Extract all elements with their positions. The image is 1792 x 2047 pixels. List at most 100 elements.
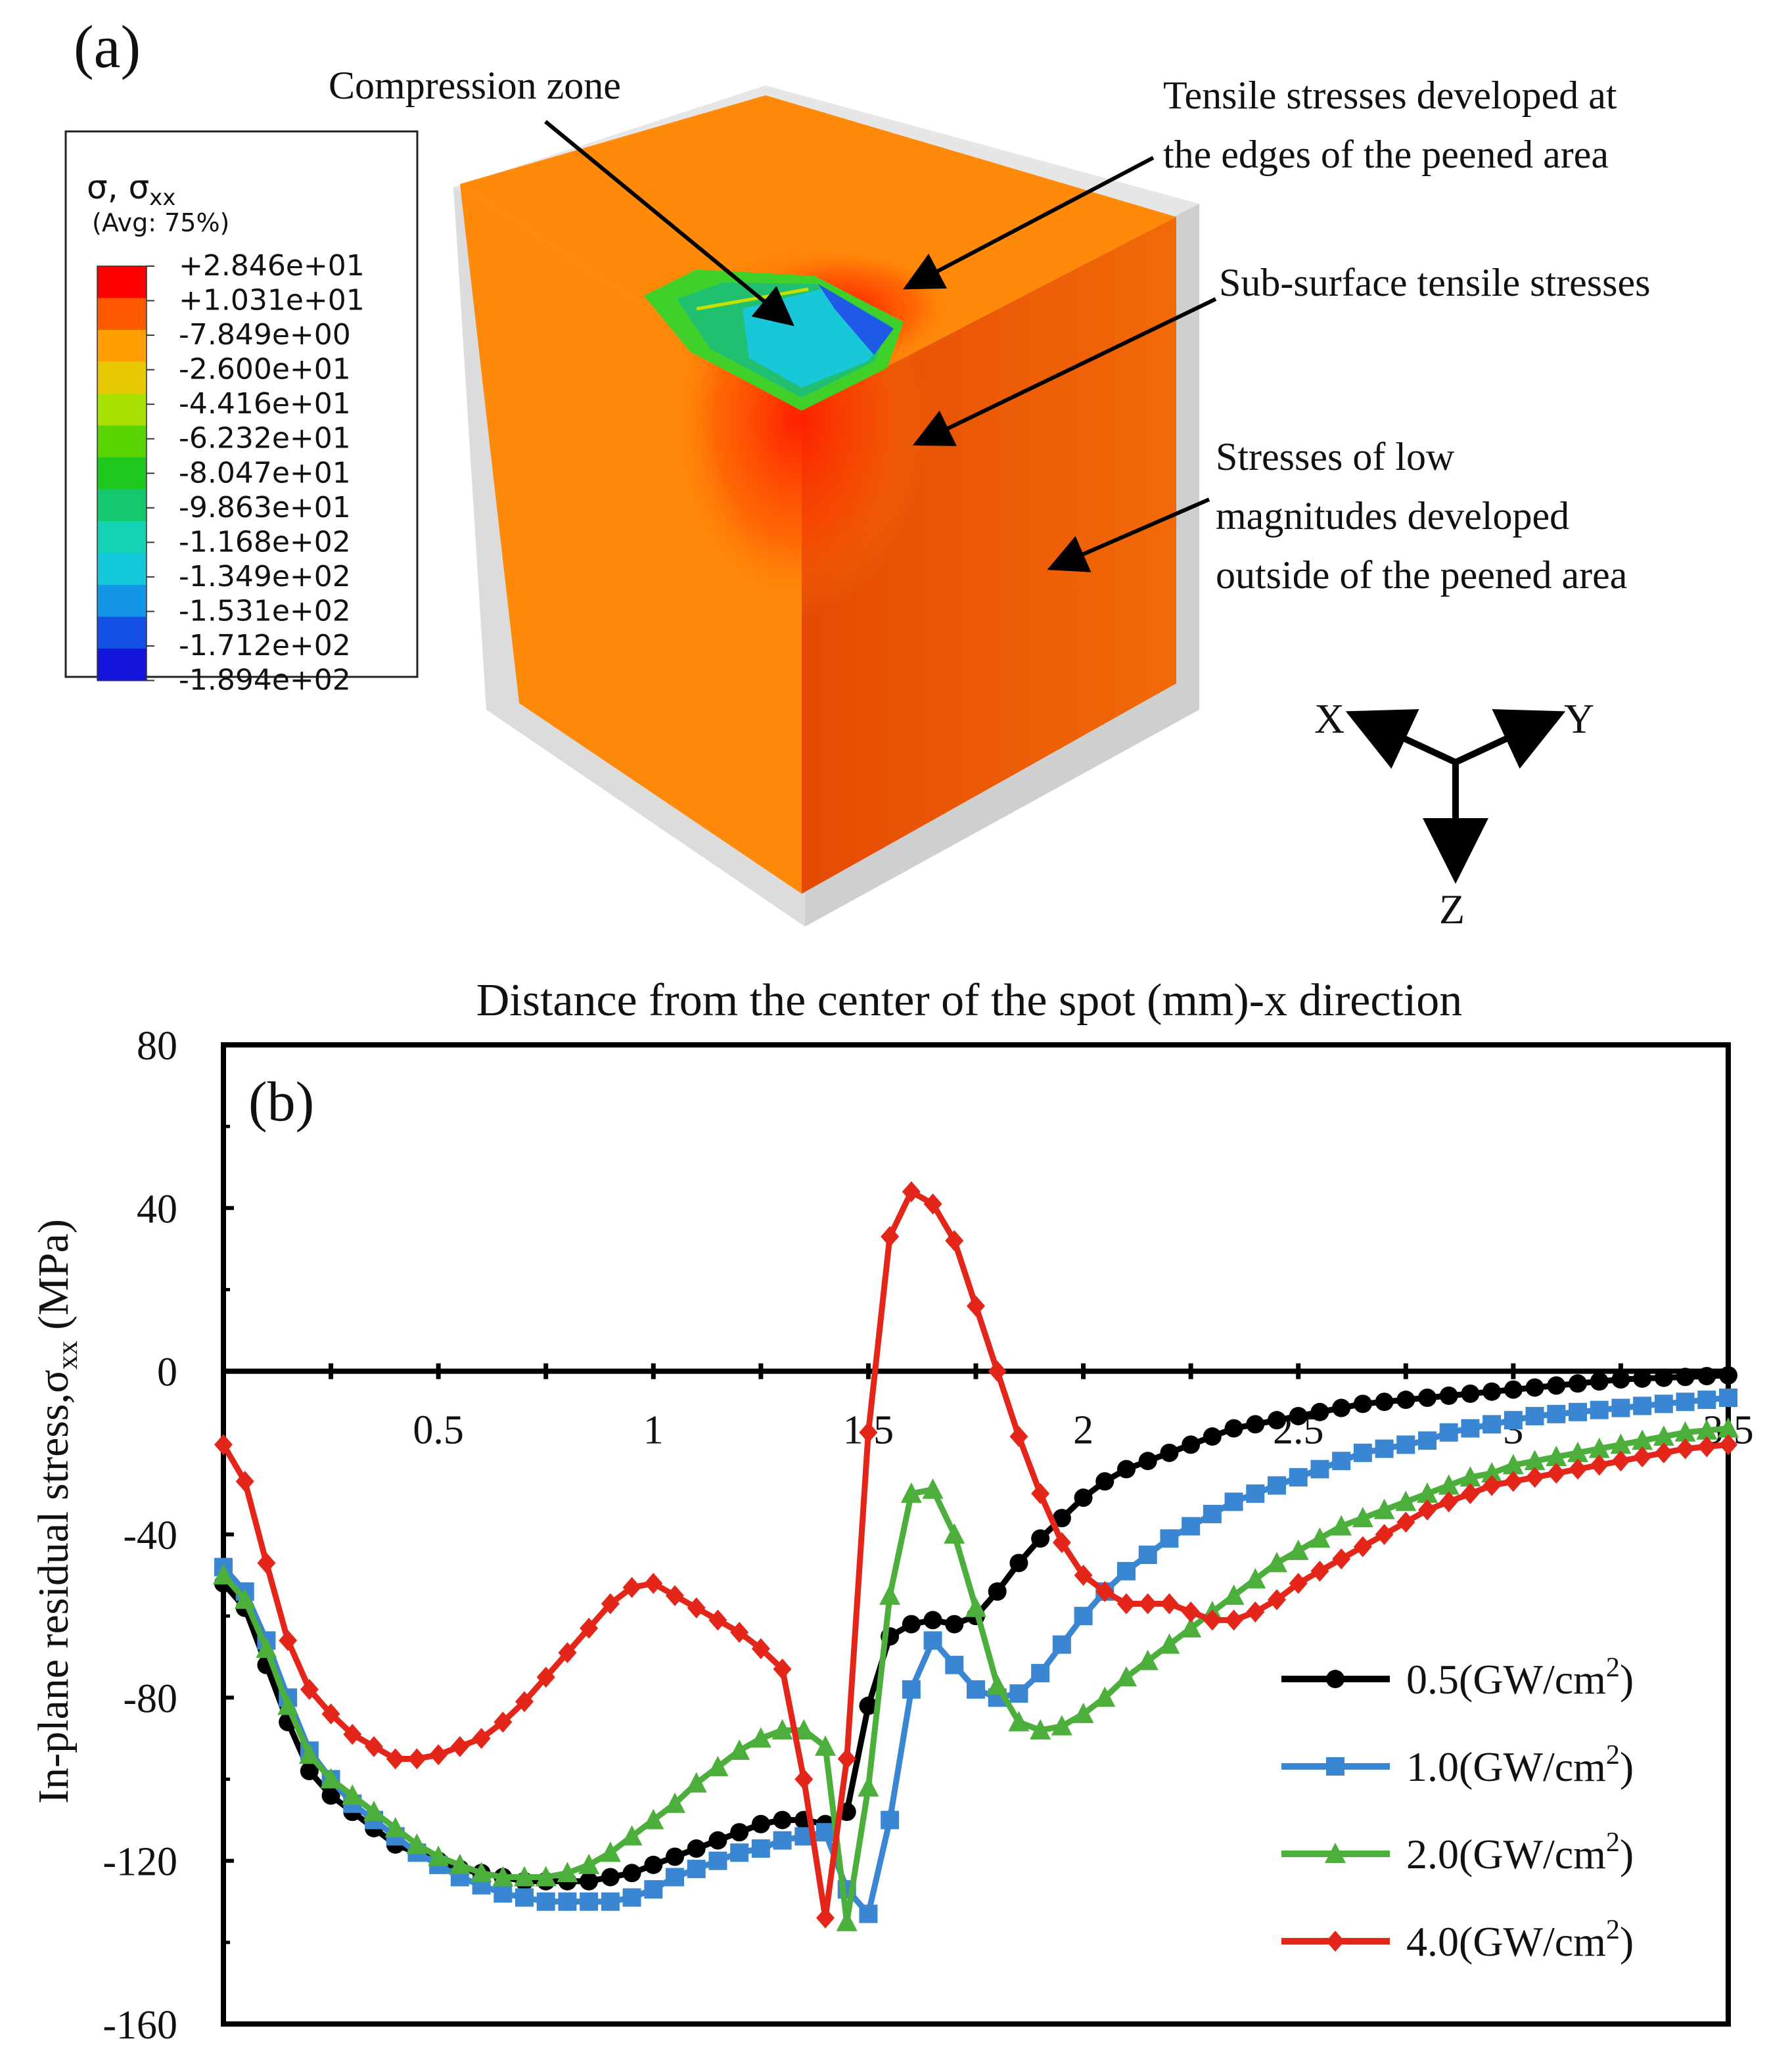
data-point [687, 1860, 706, 1879]
annotation-low-2: magnitudes developed [1216, 494, 1569, 538]
data-point [730, 1622, 749, 1643]
data-point [1590, 1454, 1609, 1476]
legend-swatch [97, 457, 147, 490]
data-point [1588, 1437, 1610, 1458]
data-point [751, 1814, 770, 1833]
data-point [881, 1226, 900, 1247]
legend-label: 0.5(GW/cm2) [1406, 1653, 1634, 1703]
legend-item: 2.0(GW/cm2) [1281, 1828, 1634, 1877]
data-point [750, 1727, 771, 1748]
data-point [773, 1658, 792, 1680]
data-point [300, 1678, 319, 1700]
data-point [644, 1573, 663, 1594]
data-point [708, 1831, 727, 1850]
data-point [685, 1772, 707, 1793]
triad-z-label: Z [1439, 886, 1465, 932]
data-point [1482, 1475, 1502, 1496]
data-point [923, 1611, 942, 1630]
data-point [1353, 1536, 1372, 1557]
data-point [945, 1615, 964, 1634]
data-point [1223, 1584, 1245, 1605]
data-point [923, 1193, 942, 1215]
data-point [1117, 1460, 1136, 1479]
data-point [1439, 1491, 1458, 1513]
data-point [515, 1888, 534, 1907]
data-point [1052, 1532, 1071, 1553]
data-point [730, 1823, 749, 1842]
data-point [1160, 1443, 1179, 1462]
data-point [601, 1892, 620, 1911]
data-point [664, 1792, 685, 1813]
data-point [815, 1735, 836, 1756]
data-point [450, 1736, 469, 1757]
data-point [1611, 1398, 1630, 1417]
data-point [965, 1596, 986, 1617]
data-point [279, 1630, 298, 1651]
y-tick-label: -80 [123, 1676, 177, 1721]
data-point [858, 1776, 879, 1797]
x-tick-label: 0.5 [413, 1408, 464, 1453]
data-point [1117, 1561, 1136, 1580]
data-point [1245, 1568, 1266, 1589]
data-point [1502, 1454, 1524, 1475]
data-point [256, 1637, 277, 1658]
data-point [1031, 1483, 1050, 1504]
data-point [1289, 1468, 1308, 1487]
legend-subtitle: (Avg: 75%) [92, 208, 229, 237]
legend-swatch [97, 330, 147, 363]
data-point [708, 1851, 727, 1870]
data-point [1310, 1402, 1329, 1421]
data-point [1438, 1474, 1459, 1495]
data-point [514, 1866, 535, 1887]
data-point [1268, 1411, 1286, 1430]
data-point [407, 1748, 426, 1770]
legend-value: -1.894e+02 [179, 664, 351, 697]
data-point [1287, 1539, 1309, 1560]
data-point [1353, 1394, 1372, 1414]
data-point [1373, 1498, 1395, 1519]
data-point [601, 1593, 620, 1615]
data-point [535, 1866, 557, 1887]
legend-swatch [97, 585, 147, 618]
legend-value: -1.712e+02 [179, 629, 351, 662]
data-point [1246, 1601, 1265, 1622]
data-point [1676, 1438, 1695, 1460]
data-point [859, 1696, 878, 1715]
data-point [988, 1360, 1007, 1382]
data-point [1611, 1370, 1630, 1389]
legend-swatch [97, 266, 147, 299]
legend-value: -6.232e+01 [179, 422, 351, 455]
data-point [622, 1864, 641, 1883]
data-point [1268, 1589, 1286, 1611]
data-point [1052, 1509, 1071, 1528]
triad-y-label: Y [1564, 695, 1594, 742]
data-point [1203, 1427, 1222, 1446]
data-point [1676, 1392, 1695, 1412]
data-point [859, 1421, 878, 1443]
data-point [386, 1748, 405, 1770]
arrow-low [1047, 497, 1210, 572]
data-point [1719, 1389, 1737, 1408]
chart-ylabel: In-plane residual stress,σxx (MPa) [30, 1219, 83, 1804]
annotation-low-3: outside of the peened area [1216, 553, 1627, 597]
legend-marker [1326, 1931, 1344, 1952]
data-point [449, 1853, 471, 1874]
series-diamond [214, 1181, 1737, 1929]
legend-item: 1.0(GW/cm2) [1281, 1740, 1634, 1790]
data-point [601, 1868, 620, 1887]
data-point [773, 1831, 792, 1850]
data-point [234, 1588, 256, 1609]
legend-value: -1.349e+02 [179, 560, 351, 593]
data-point [1009, 1684, 1028, 1703]
annotation-tensile-edges-2: the edges of the peened area [1163, 133, 1609, 176]
data-point [1094, 1686, 1116, 1707]
data-point [580, 1617, 599, 1639]
data-point [1159, 1633, 1180, 1654]
data-point [1246, 1484, 1265, 1503]
legend-label: 2.0(GW/cm2) [1406, 1828, 1634, 1877]
data-point [1246, 1415, 1265, 1434]
data-point [836, 1910, 858, 1931]
annotations: Compression zone Tensile stresses develo… [329, 64, 1650, 597]
data-point [1224, 1419, 1243, 1438]
